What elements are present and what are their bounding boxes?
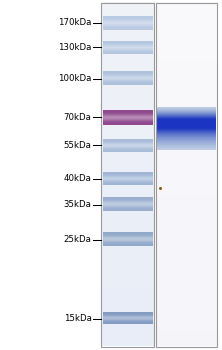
Text: 15kDa: 15kDa: [63, 314, 91, 323]
Text: 40kDa: 40kDa: [63, 174, 91, 183]
Text: 25kDa: 25kDa: [63, 235, 91, 244]
Text: 170kDa: 170kDa: [58, 18, 91, 27]
Text: 100kDa: 100kDa: [58, 74, 91, 83]
Bar: [156, 3, 217, 346]
Text: 35kDa: 35kDa: [63, 200, 91, 209]
Text: 55kDa: 55kDa: [63, 141, 91, 150]
Text: 70kDa: 70kDa: [63, 113, 91, 122]
Bar: [101, 3, 154, 346]
Text: 130kDa: 130kDa: [58, 43, 91, 52]
